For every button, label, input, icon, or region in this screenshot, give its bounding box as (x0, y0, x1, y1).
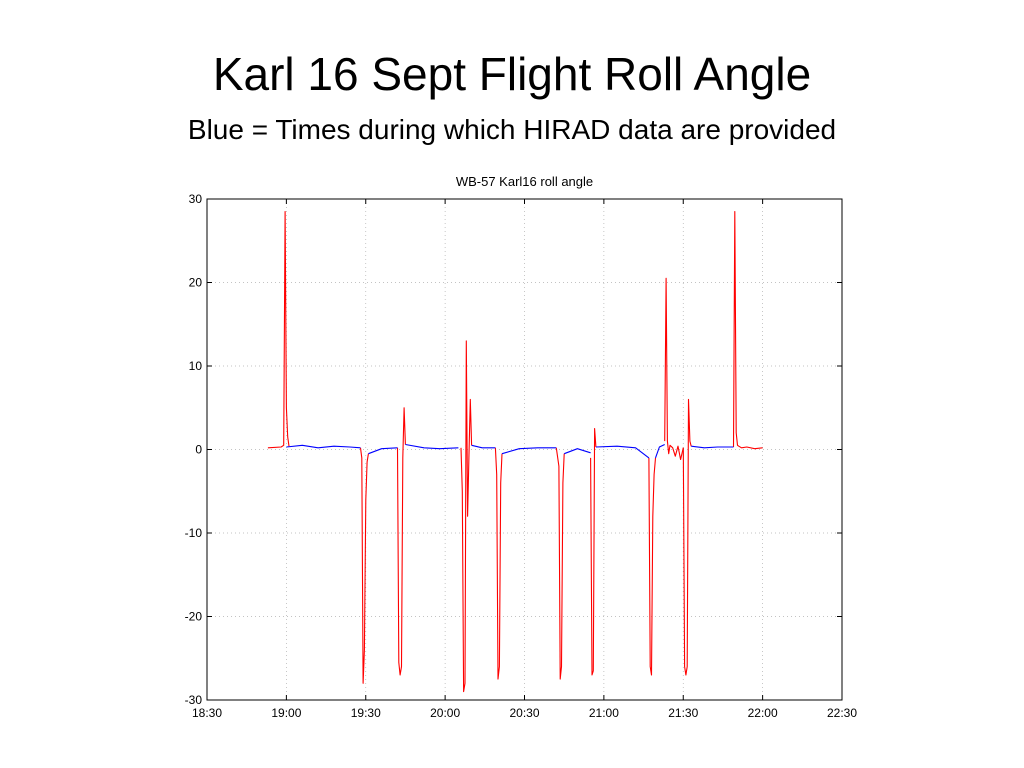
plot-frame (206, 198, 843, 701)
red-series-segment-3 (460, 340, 473, 693)
x-tick-label: 19:30 (351, 706, 381, 720)
x-tick-label: 20:30 (509, 706, 539, 720)
x-tick-label: 19:00 (271, 706, 301, 720)
axis-ticks: 18:30 19:00 19:30 20:00 20:30 21:00 21:30 22:00… (185, 192, 858, 720)
blue-series-segment-2 (405, 443, 459, 450)
x-tick-label: 22:00 (748, 706, 778, 720)
red-series-segment-7 (648, 457, 657, 676)
grid-lines (207, 199, 842, 700)
red-series-segment-6 (590, 428, 597, 676)
y-tick-label: 10 (189, 359, 203, 373)
data-lines (267, 210, 763, 693)
x-tick-label: 18:30 (192, 706, 222, 720)
red-series-segment-10 (732, 210, 763, 450)
y-tick-label: 20 (189, 276, 203, 290)
y-tick-label: -10 (185, 526, 203, 540)
y-tick-label: 0 (195, 443, 202, 457)
red-series-segment-2 (396, 407, 406, 676)
x-tick-label: 22:30 (827, 706, 857, 720)
y-tick-label: 30 (189, 192, 203, 206)
red-series-segment-0 (267, 210, 290, 449)
red-series-segment-9 (682, 398, 692, 676)
red-series-segment-5 (555, 447, 565, 680)
red-series-segment-8 (664, 277, 684, 461)
blue-series-segment-0 (286, 444, 361, 449)
slide-title: Karl 16 Sept Flight Roll Angle (212, 48, 812, 100)
red-series-segment-4 (494, 447, 503, 680)
blue-series-segment-8 (691, 445, 734, 449)
y-tick-label: -30 (185, 693, 203, 707)
blue-series-segment-6 (595, 445, 650, 459)
x-tick-label: 20:00 (430, 706, 460, 720)
chart-title: WB-57 Karl16 roll angle (456, 174, 593, 189)
x-tick-label: 21:00 (589, 706, 619, 720)
x-tick-label: 21:30 (668, 706, 698, 720)
y-tick-label: -20 (185, 610, 203, 624)
slide-subtitle: Blue = Times during which HIRAD data are… (187, 114, 837, 145)
blue-series-segment-4 (501, 447, 557, 455)
blue-series-segment-1 (368, 447, 398, 455)
blue-series-segment-5 (564, 448, 591, 455)
blue-series-segment-7 (654, 444, 665, 459)
red-series-segment-1 (359, 447, 369, 684)
blue-series-segment-3 (471, 444, 496, 449)
